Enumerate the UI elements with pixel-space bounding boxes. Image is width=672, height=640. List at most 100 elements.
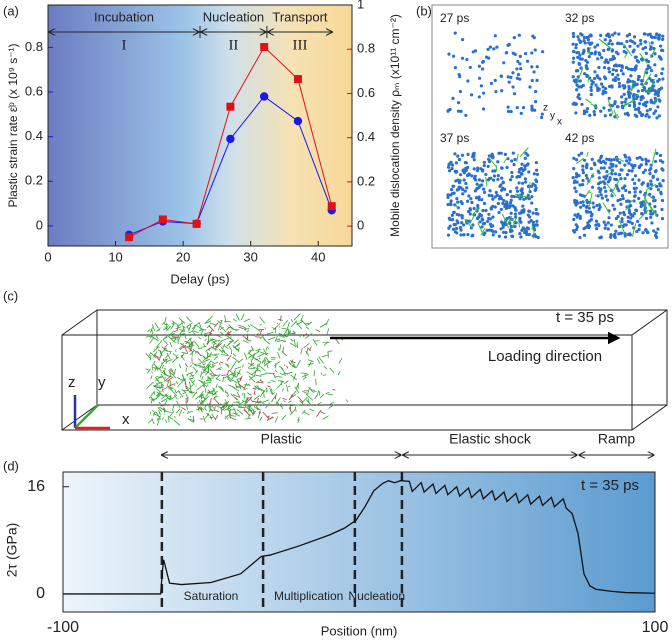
atom-cluster bbox=[653, 159, 658, 164]
dislocation bbox=[302, 332, 308, 337]
atom-cluster bbox=[481, 67, 485, 71]
atom-cluster bbox=[524, 180, 528, 184]
dislocation bbox=[233, 318, 237, 322]
dislocation bbox=[329, 401, 335, 405]
snapshot-label: 32 ps bbox=[565, 11, 594, 25]
dislocation bbox=[186, 346, 194, 353]
dislocation bbox=[214, 373, 217, 376]
dislocation bbox=[193, 324, 196, 327]
atom-cluster bbox=[506, 105, 510, 109]
atom-cluster bbox=[622, 223, 626, 227]
dislocation bbox=[202, 369, 210, 374]
dislocation bbox=[223, 375, 230, 379]
dislocation bbox=[169, 396, 176, 401]
atom-cluster bbox=[642, 86, 647, 90]
stage-numeral: III bbox=[292, 37, 307, 53]
atom-cluster bbox=[647, 115, 651, 119]
atom-cluster bbox=[507, 80, 511, 84]
dislocation bbox=[267, 415, 270, 418]
atom-cluster bbox=[607, 96, 611, 100]
atom-cluster bbox=[465, 173, 470, 178]
dislocation bbox=[252, 366, 259, 369]
atom-cluster bbox=[578, 193, 583, 197]
dislocation bbox=[209, 373, 214, 377]
atom-cluster bbox=[534, 178, 538, 182]
dislocation bbox=[170, 388, 178, 397]
dislocation bbox=[587, 47, 592, 54]
dislocation bbox=[226, 376, 231, 382]
atom-cluster bbox=[649, 68, 654, 73]
atom-cluster bbox=[640, 212, 644, 216]
dislocation bbox=[151, 360, 156, 367]
atom-cluster bbox=[456, 187, 461, 191]
atom-cluster bbox=[606, 48, 610, 52]
atom-cluster bbox=[515, 106, 519, 110]
dislocation bbox=[178, 409, 183, 417]
atom-cluster bbox=[465, 186, 469, 190]
dislocation bbox=[296, 359, 301, 368]
atom-cluster bbox=[627, 87, 631, 91]
atom-cluster bbox=[579, 205, 583, 209]
dislocation bbox=[263, 391, 265, 399]
dislocation bbox=[274, 363, 277, 369]
dislocation bbox=[208, 389, 215, 393]
dislocation bbox=[212, 362, 219, 365]
dislocation bbox=[337, 371, 341, 376]
dislocation bbox=[184, 347, 188, 353]
dislocation bbox=[237, 358, 244, 364]
dislocation bbox=[328, 404, 335, 409]
atom-cluster bbox=[599, 193, 603, 197]
atom-cluster bbox=[505, 193, 509, 197]
x-tick-label: 40 bbox=[311, 249, 325, 264]
atom-cluster bbox=[527, 220, 531, 224]
atom-cluster bbox=[660, 198, 665, 203]
atom-cluster bbox=[589, 88, 593, 92]
atom-cluster bbox=[523, 51, 528, 56]
dislocation bbox=[207, 315, 214, 321]
dislocation bbox=[257, 348, 261, 353]
dislocation bbox=[307, 363, 314, 365]
dislocation bbox=[244, 383, 251, 386]
dislocation bbox=[147, 329, 151, 333]
dislocation bbox=[639, 53, 648, 64]
stage-label: Nucleation bbox=[203, 9, 264, 24]
dislocation bbox=[304, 322, 310, 325]
dislocation bbox=[163, 407, 166, 413]
atom-cluster bbox=[482, 232, 486, 237]
dislocation bbox=[249, 355, 252, 358]
dislocation bbox=[221, 402, 227, 408]
atom-cluster bbox=[473, 189, 477, 193]
dislocation bbox=[228, 345, 232, 351]
atom-cluster bbox=[639, 38, 643, 43]
dislocation bbox=[214, 322, 219, 328]
dislocation bbox=[229, 372, 236, 376]
dislocation bbox=[300, 372, 308, 375]
dislocation bbox=[201, 375, 204, 380]
dislocation bbox=[282, 388, 284, 392]
atom-cluster bbox=[520, 228, 524, 233]
dislocation bbox=[230, 350, 233, 355]
atom-cluster bbox=[481, 91, 486, 95]
y-tick-label: 16 bbox=[27, 478, 45, 495]
dislocation bbox=[184, 340, 192, 346]
atom-cluster bbox=[576, 212, 580, 216]
dislocation bbox=[252, 400, 258, 403]
atom-cluster bbox=[480, 198, 484, 202]
dislocation bbox=[647, 203, 659, 218]
atom-cluster bbox=[644, 51, 648, 55]
atom-cluster bbox=[451, 218, 455, 222]
atom-cluster bbox=[581, 83, 585, 88]
dislocation bbox=[170, 324, 175, 330]
dislocation bbox=[267, 361, 271, 364]
atom-cluster bbox=[478, 220, 482, 224]
atom-cluster bbox=[647, 159, 651, 163]
atom-cluster bbox=[606, 227, 610, 231]
dislocation bbox=[227, 333, 231, 335]
dislocation bbox=[283, 380, 289, 385]
dislocation bbox=[248, 349, 252, 352]
dislocation bbox=[154, 322, 159, 329]
dislocation bbox=[309, 408, 315, 412]
atom-cluster bbox=[486, 47, 490, 52]
dislocation bbox=[186, 374, 188, 377]
atom-cluster bbox=[616, 73, 620, 77]
